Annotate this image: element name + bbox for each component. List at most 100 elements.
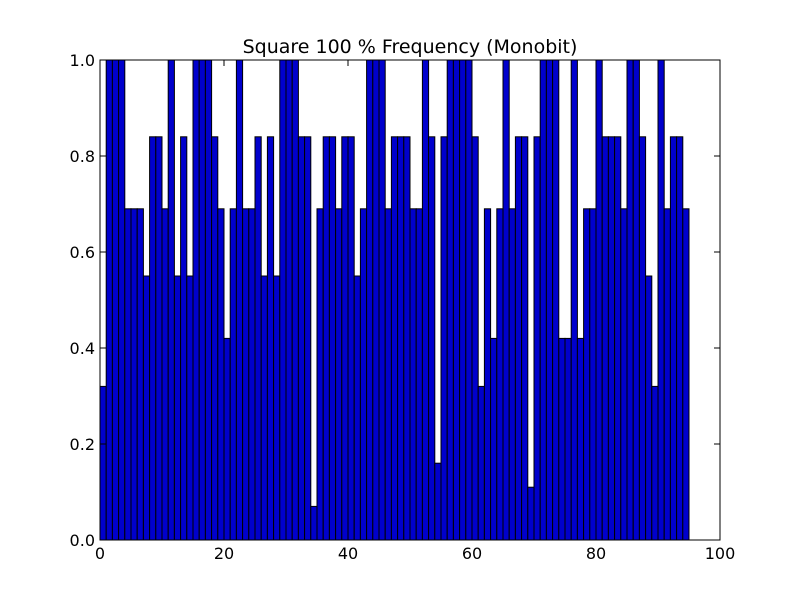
bar <box>266 136 275 541</box>
chart-title: Square 100 % Frequency (Monobit) <box>243 36 578 58</box>
y-tick-label: 1.0 <box>70 51 95 70</box>
bar <box>229 208 237 541</box>
bar <box>366 59 374 541</box>
bar <box>403 136 411 541</box>
bar <box>452 59 461 541</box>
bar <box>260 275 268 541</box>
bar <box>372 59 380 541</box>
bar <box>347 136 355 541</box>
bar <box>583 208 591 541</box>
bar <box>136 208 144 541</box>
bar <box>459 59 467 541</box>
bar <box>589 208 597 541</box>
bar <box>440 136 448 541</box>
bar <box>595 59 603 541</box>
bar <box>626 59 634 541</box>
bar <box>279 59 287 541</box>
bar <box>211 136 219 541</box>
bar <box>645 275 653 541</box>
x-tick-label: 80 <box>586 544 606 563</box>
bar <box>273 275 281 541</box>
bar <box>192 59 200 541</box>
bar <box>483 208 492 541</box>
bar <box>620 208 628 541</box>
bar <box>155 136 163 541</box>
bar <box>539 59 547 541</box>
bar <box>390 136 399 541</box>
bar <box>434 462 442 541</box>
bar <box>676 136 684 541</box>
bar <box>254 136 262 541</box>
bar <box>173 275 182 541</box>
x-axis-tick-labels: 0 20 40 60 80 100 <box>95 544 735 563</box>
bar <box>669 136 678 541</box>
bar <box>632 59 640 541</box>
bar <box>471 136 479 541</box>
bar <box>521 136 529 541</box>
bar <box>552 59 560 541</box>
bar <box>235 59 244 541</box>
bar <box>124 208 132 541</box>
bar <box>415 208 423 541</box>
bar <box>99 385 107 541</box>
bar <box>353 275 361 541</box>
bar <box>322 136 330 541</box>
bar <box>111 59 120 541</box>
bar <box>564 337 572 541</box>
bar <box>576 337 585 541</box>
bar <box>335 208 343 541</box>
y-tick-label: 0.4 <box>70 339 95 358</box>
bar <box>514 136 523 541</box>
bar <box>533 136 541 541</box>
bar <box>496 208 504 541</box>
bar <box>223 337 231 541</box>
bar <box>359 208 368 541</box>
y-tick-label: 0.0 <box>70 531 95 550</box>
bar <box>161 208 169 541</box>
bar <box>638 136 647 541</box>
bar <box>607 136 616 541</box>
x-tick-label: 60 <box>462 544 482 563</box>
x-tick-label: 100 <box>705 544 736 563</box>
bar <box>186 275 194 541</box>
bar <box>341 136 349 541</box>
bar <box>291 59 299 541</box>
bar <box>105 59 113 541</box>
bar <box>570 59 578 541</box>
bar <box>397 136 405 541</box>
bar <box>304 136 312 541</box>
bar <box>167 59 175 541</box>
bar <box>409 208 417 541</box>
bar <box>446 59 454 541</box>
bar <box>657 59 665 541</box>
bar <box>310 505 318 541</box>
bar <box>316 208 324 541</box>
bar <box>601 136 609 541</box>
bar <box>242 208 250 541</box>
bar <box>682 208 690 541</box>
bar <box>502 59 510 541</box>
bar <box>149 136 157 541</box>
bar <box>204 59 213 541</box>
bar <box>490 337 498 541</box>
y-tick-label: 0.8 <box>70 147 95 166</box>
bar <box>130 208 138 541</box>
x-tick-label: 40 <box>338 544 358 563</box>
bar <box>328 136 337 541</box>
x-tick-label: 20 <box>214 544 234 563</box>
bar-series <box>99 59 690 541</box>
bar <box>198 59 206 541</box>
bar <box>297 136 306 541</box>
bar <box>465 59 473 541</box>
bar <box>527 486 535 541</box>
bar <box>558 337 566 541</box>
bar <box>248 208 256 541</box>
bar <box>378 59 386 541</box>
y-tick-label: 0.6 <box>70 243 95 262</box>
plot-frame <box>99 59 721 541</box>
bar <box>285 59 293 541</box>
bar <box>142 275 151 541</box>
x-tick-label: 0 <box>95 544 105 563</box>
bar <box>508 208 516 541</box>
